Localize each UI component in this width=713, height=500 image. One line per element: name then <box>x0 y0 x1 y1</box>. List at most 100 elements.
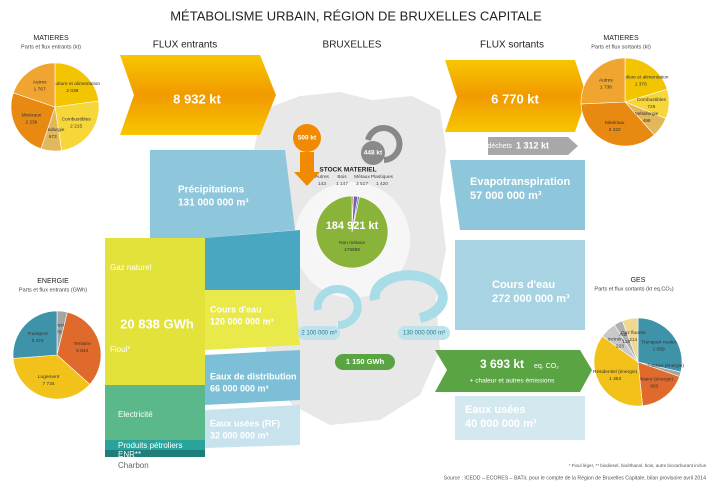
water-loop-large <box>369 270 448 323</box>
inflow-materials-arrow <box>120 55 276 135</box>
pie-subtitle: Parts et flux sortants (kt eq.CO₂) <box>594 286 673 292</box>
pie-category: Industrie <box>51 323 70 329</box>
header: BRUXELLES <box>323 40 382 51</box>
pie-value-label: 3 517 <box>356 181 368 187</box>
pie-slice <box>580 57 626 105</box>
outflow-materials-arrow <box>445 60 587 132</box>
pie-value-label: 178695 <box>344 247 360 253</box>
pie-value-label: 143 <box>318 181 326 187</box>
pie-subtitle: Parts et flux entrants (GWh) <box>19 287 87 293</box>
pie-slice <box>56 311 102 385</box>
pie-category: Combustibles <box>62 117 92 123</box>
flow-note: + chaleur et autres émissions <box>470 378 555 385</box>
flow-label: Eaux usées <box>465 404 526 416</box>
pie-category: Tertiaire <box>74 341 91 347</box>
pie-slice <box>54 62 99 108</box>
pie-category: Autres <box>33 79 47 85</box>
pie-value-label: 1 059 <box>653 346 665 352</box>
city-value: 500 kt <box>298 135 317 142</box>
city-value: 2 100 000 m³ <box>301 331 336 337</box>
wastewater-outflow <box>455 396 585 440</box>
export-loop <box>365 125 403 163</box>
pie-title: MATIERES <box>33 35 69 42</box>
export-badge <box>361 141 385 165</box>
pie-slice <box>637 361 680 407</box>
pie-category: Transport routier <box>641 339 677 345</box>
pie-value-label: 673 <box>49 134 57 140</box>
pie-slice <box>12 310 58 359</box>
header: FLUX sortants <box>480 40 544 51</box>
pie-slice <box>12 354 91 400</box>
pie-title: STOCK MATERIEL <box>319 167 376 174</box>
title: MÉTABOLISME URBAIN, RÉGION DE BRUXELLES … <box>170 8 542 23</box>
pie-value-label: 1 738 <box>600 85 612 91</box>
flow-value: 3 693 kt <box>480 357 524 371</box>
flow-value: 8 932 kt <box>173 91 221 106</box>
pie-category: Minéraux <box>21 112 41 118</box>
stock-total: 184 921 kt <box>326 220 379 232</box>
petroleum-block <box>105 440 205 450</box>
pie-category: Industries (énergie) <box>643 363 685 369</box>
footnote: Source : ICEDD – ECORES – BATir, pour le… <box>444 475 706 481</box>
flow-label: Cours d'eau <box>210 304 262 314</box>
pie-value-label: 7 734 <box>43 381 55 387</box>
pie-slice <box>315 195 389 269</box>
flow-label: déchets <box>487 143 512 150</box>
flow-value: 1 312 kt <box>516 140 549 150</box>
pie-category: Autres <box>619 332 633 338</box>
flow-value: 6 770 kt <box>491 91 539 106</box>
flow-label: Eaux de distribution <box>210 371 297 381</box>
import-badge <box>293 124 321 152</box>
pie-category: Tertiaire (énergie) <box>636 376 674 382</box>
city-value: 130 000 000 m³ <box>403 331 445 337</box>
pie-title: GES <box>631 277 646 284</box>
pie-category: Transport <box>27 331 48 337</box>
pie-slice <box>637 317 683 373</box>
pie-value-label: 1 420 <box>376 181 388 187</box>
pie-category: Minéraux <box>605 120 625 126</box>
precipitation-flow <box>150 150 295 238</box>
import-arrow <box>294 152 320 186</box>
water-large-badge <box>398 326 450 340</box>
pie-category: Incinération <box>608 337 633 343</box>
evapotranspiration-flow <box>450 160 585 230</box>
pie-category: Bois <box>337 174 347 180</box>
pie-category: Non métaux <box>339 240 365 246</box>
pie-subtitle: Parts et flux sortants (kt) <box>591 44 651 50</box>
pie-category: Combustibles <box>637 97 667 103</box>
pie-value-label: 2 039 <box>66 88 78 94</box>
flow-value: 32 000 000 m³ <box>210 430 269 440</box>
flow-value: 131 000 000 m³ <box>178 198 249 209</box>
pie-value-label: 1 767 <box>34 86 46 92</box>
pie-slice <box>580 101 655 147</box>
pie-slice <box>12 62 56 108</box>
pie-slice <box>10 92 56 150</box>
pie-value-label: 726 <box>647 104 655 110</box>
flow-label: Eaux usées (RF) <box>210 418 280 428</box>
energy-source: Fioul* <box>110 345 130 354</box>
energy-source: Electricité <box>118 410 153 419</box>
flow-value: 57 000 000 m³ <box>470 190 542 202</box>
distribution-inflow <box>205 350 300 405</box>
pie-value-label: 2 422 <box>609 127 621 133</box>
pie-category: Métaux <box>354 174 370 180</box>
pie-value-label: 214 <box>629 337 637 343</box>
pie-value-label: 223 <box>616 344 624 350</box>
pie-slice <box>624 57 668 103</box>
pie-category: Plastiques <box>371 174 394 180</box>
header: FLUX entrants <box>153 40 217 51</box>
pie-value-label: 2 239 <box>25 119 37 125</box>
energy-source: Charbon <box>118 461 149 470</box>
flow-value: 66 000 000 m³ <box>210 383 269 393</box>
pie-category: Agriculture et alimentation <box>45 81 101 87</box>
pie-value-label: 118 <box>622 339 630 345</box>
water-small-badge <box>298 326 340 340</box>
pie-subtitle: Parts et flux entrants (kt) <box>21 44 81 50</box>
pie-value-label: 2 215 <box>70 124 82 130</box>
pie-category: Autres <box>315 174 329 180</box>
flow-value: 120 000 000 m³ <box>210 316 274 326</box>
pie-title: MATIERES <box>603 35 639 42</box>
flow-label: Evapotranspiration <box>470 176 571 188</box>
pie-value-label: 5 472 <box>32 338 44 344</box>
energy-loop-badge <box>335 354 395 370</box>
